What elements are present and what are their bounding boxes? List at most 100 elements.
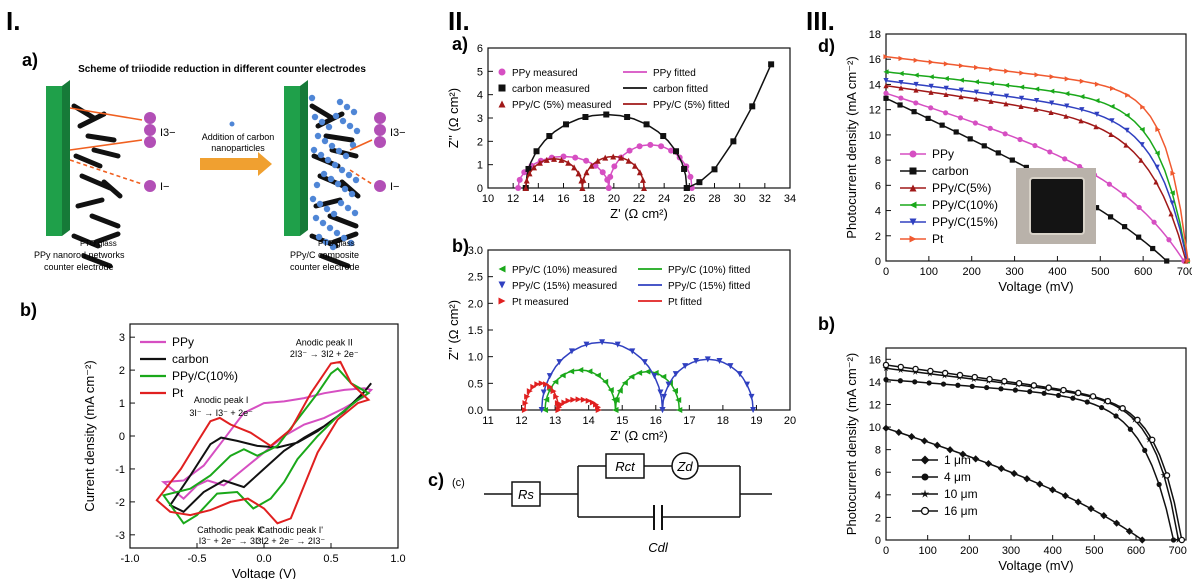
jv-point (928, 105, 934, 111)
legend-label: PPy/C(15%) (932, 215, 998, 229)
jv-point (973, 79, 979, 85)
nanorod (327, 213, 359, 229)
measured-point (660, 133, 667, 140)
carbon-nanoparticle (339, 117, 347, 125)
x-axis-label: Voltage (mV) (998, 558, 1073, 573)
measured-point (515, 185, 522, 191)
legend-label: PPy/C(5%) (932, 181, 991, 195)
jv-series-2 (885, 367, 1180, 541)
jv-point (1136, 234, 1142, 240)
jv-point (1003, 93, 1010, 99)
measured-point (546, 133, 553, 140)
jv-point (1154, 164, 1160, 170)
jv-point (913, 100, 919, 106)
nyquist-panel-label: a) (452, 34, 468, 54)
legend-label: PPy/C(10%) (932, 198, 998, 212)
measured-point (675, 397, 682, 404)
nanorod (91, 147, 121, 159)
jv-point (941, 369, 949, 377)
jv-point (1049, 88, 1055, 94)
legend-label: Pt fitted (668, 297, 702, 308)
jv-point (1060, 386, 1067, 394)
jv-point (1063, 113, 1069, 119)
iodide-ion-left (144, 180, 156, 192)
jv-point (1003, 101, 1009, 107)
measured-point (658, 143, 665, 150)
jv-point (1084, 399, 1090, 405)
scheme-title: Scheme of triiodide reduction in differe… (78, 64, 366, 75)
legend-marker (909, 218, 917, 226)
jv-point (943, 75, 949, 82)
measured-point (543, 381, 550, 388)
jv-point (928, 59, 934, 65)
jv-point (898, 85, 904, 91)
jv-point (882, 361, 890, 369)
jv-point (1075, 389, 1082, 397)
jv-point (973, 89, 979, 95)
y-tick-label: 2 (875, 231, 881, 243)
plot-frame (885, 33, 1187, 262)
measured-point (624, 114, 631, 121)
jv-point (957, 115, 964, 121)
cdl-label: Cdl (648, 540, 669, 555)
jv-point (1049, 100, 1055, 106)
x-tick-label: 34 (784, 193, 796, 205)
jv-point (1138, 157, 1144, 163)
electrode-photo (1016, 168, 1096, 244)
ppy-c-composite-right (308, 94, 361, 269)
jv-point (1089, 393, 1097, 400)
measured-point (665, 381, 672, 388)
x-axis-label: Voltage (mV) (998, 279, 1073, 294)
nanorod (73, 153, 103, 169)
jv-point (1149, 436, 1156, 444)
x-tick-label: 700 (1177, 266, 1192, 278)
measured-point (672, 371, 679, 378)
nanorod (71, 103, 97, 121)
jv-point (953, 129, 959, 135)
legend-marker (498, 297, 506, 305)
nanorod (93, 231, 121, 245)
measured-point (526, 170, 533, 177)
fto-glass-right (284, 86, 300, 236)
jv-point (1100, 512, 1108, 520)
x-tick-label: 10 (482, 193, 494, 205)
jv-point (1036, 480, 1044, 488)
x-tick-label: 30 (734, 193, 746, 205)
carbon-nanoparticle (324, 156, 332, 164)
jv-point (1017, 136, 1023, 143)
iodide-label-right: I− (390, 181, 399, 193)
measured-point (594, 157, 601, 164)
jv-point (1119, 405, 1126, 412)
y-tick-label: 2 (119, 365, 125, 377)
y-tick-label: 0.5 (468, 378, 483, 390)
addition-arrow-icon (200, 152, 272, 176)
jv-point (1094, 98, 1100, 104)
legend-label: Pt measured (512, 297, 569, 308)
measured-point (571, 164, 578, 171)
jv-point (1164, 258, 1170, 264)
carbon-nanoparticle (350, 108, 358, 116)
x-tick-label: 15 (616, 415, 628, 427)
carbon-nanoparticle (348, 190, 356, 198)
scheme-caption-left-2: counter electrode (44, 262, 114, 272)
jv-point (1108, 131, 1114, 137)
scheme-caption-left-1: PPy nanorod networks (34, 250, 125, 260)
y-tick-label: 10 (869, 130, 881, 142)
photo-electrode (1029, 177, 1085, 235)
jv-point (933, 441, 941, 449)
measured-point (547, 383, 554, 390)
jv-point (943, 61, 950, 67)
section-label-3: III. (806, 6, 835, 36)
fto-glass-right-edge (300, 80, 308, 236)
fto-label-right: FTO glass (318, 239, 355, 248)
x-tick-label: 1.0 (390, 553, 405, 565)
x-tick-label: 12 (515, 415, 527, 427)
electron-arrow-right-1 (349, 139, 373, 151)
y-tick-label: 4 (875, 490, 881, 502)
x-tick-label: 600 (1127, 545, 1145, 557)
y-tick-label: 2 (477, 136, 483, 148)
circuit-panel-label: c) (428, 470, 444, 490)
jv-point (1074, 498, 1082, 506)
cv-annotation: 3I⁻ → I3⁻ + 2e⁻ (189, 408, 253, 418)
carbon-nanoparticle (344, 204, 352, 212)
